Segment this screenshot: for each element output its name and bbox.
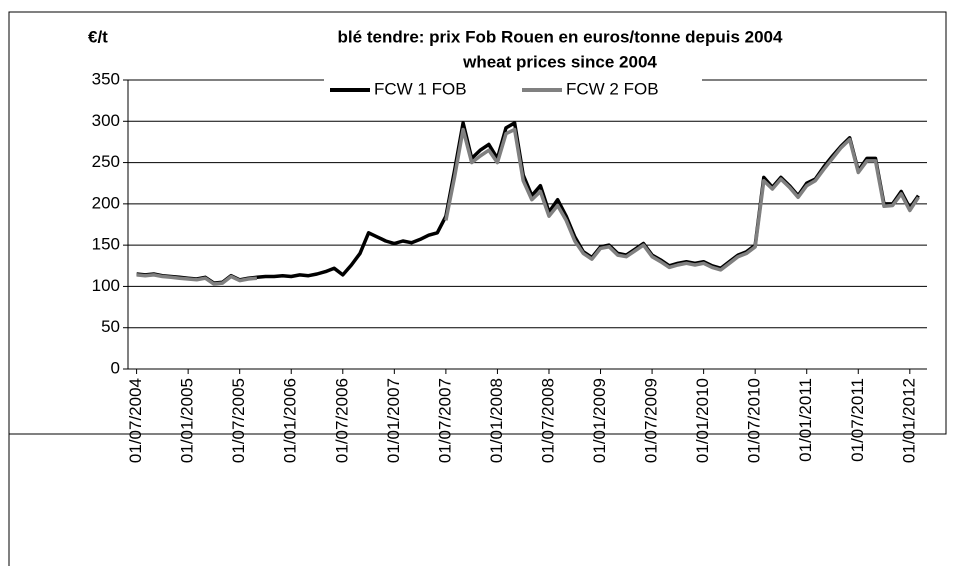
y-axis-label: €/t: [88, 27, 108, 46]
y-tick-label: 300: [92, 111, 120, 130]
x-tick-label: 01/01/2005: [178, 378, 197, 463]
x-tick-label: 01/01/2010: [693, 378, 712, 463]
x-tick-label: 01/01/2011: [796, 378, 815, 462]
x-tick-label: 01/07/2006: [332, 378, 351, 463]
legend-box: [324, 78, 702, 102]
chart-subtitle: wheat prices since 2004: [462, 52, 657, 71]
line-series: [136, 127, 920, 286]
legend-label: FCW 2 FOB: [566, 79, 659, 98]
x-tick-label: 01/07/2009: [642, 378, 661, 463]
x-tick-label: 01/07/2010: [745, 378, 764, 463]
x-tick-label: 01/07/2008: [538, 378, 557, 463]
chart-title: blé tendre: prix Fob Rouen en euros/tonn…: [338, 27, 783, 46]
y-tick-label: 150: [92, 235, 120, 254]
x-tick-label: 01/07/2007: [435, 378, 454, 463]
y-tick-label: 350: [92, 69, 120, 88]
x-tick-label: 01/01/2008: [487, 378, 506, 463]
x-tick-label: 01/07/2005: [229, 378, 248, 463]
legend-label: FCW 1 FOB: [374, 79, 467, 98]
y-tick-label: 250: [92, 152, 120, 171]
x-tick-label: 01/01/2006: [281, 378, 300, 463]
x-tick-label: 01/01/2009: [590, 378, 609, 463]
chart-frame: [8, 11, 947, 435]
y-tick-label: 50: [101, 317, 120, 336]
line-series: [136, 121, 920, 285]
y-tick-label: 0: [111, 358, 120, 377]
y-tick-label: 100: [92, 276, 120, 295]
x-tick-label: 01/01/2007: [384, 378, 403, 463]
y-tick-label: 200: [92, 193, 120, 212]
x-tick-label: 01/07/2004: [126, 378, 145, 463]
x-tick-label: 01/01/2012: [899, 378, 918, 463]
x-tick-label: 01/07/2011: [848, 378, 867, 462]
